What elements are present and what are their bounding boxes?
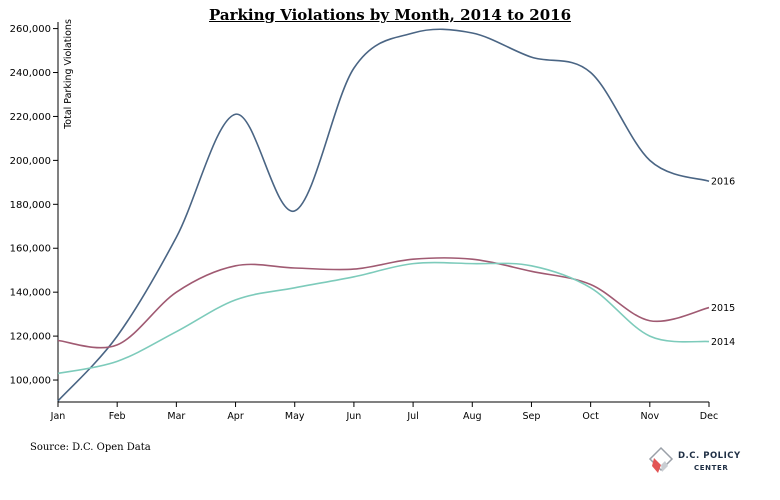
series-line-2016 [57, 28, 710, 402]
chart-title: Parking Violations by Month, 2014 to 201… [209, 6, 571, 24]
y-tick-label: 180,000 [10, 200, 51, 211]
x-tick-label: Nov [641, 411, 660, 422]
x-tick-label: Dec [700, 411, 718, 422]
y-axis-label: Total Parking Violations [63, 19, 74, 130]
x-tick-label: Jan [50, 411, 66, 422]
x-tick-label: Jun [345, 411, 361, 422]
y-tick-label: 160,000 [10, 244, 51, 255]
series-label-2016: 2016 [711, 177, 735, 188]
y-tick-label: 220,000 [10, 112, 51, 123]
series-line-2014 [57, 261, 710, 375]
x-tick-label: Oct [582, 411, 599, 422]
y-tick-label: 240,000 [10, 68, 51, 79]
y-tick-label: 100,000 [10, 376, 51, 387]
x-tick-label: Aug [463, 411, 482, 422]
y-tick-label: 200,000 [10, 156, 51, 167]
logo-text-line1: D.C. POLICY [678, 451, 741, 461]
x-tick-label: Mar [167, 411, 185, 422]
y-tick-label: 120,000 [10, 332, 51, 343]
x-tick-label: Jul [406, 411, 418, 422]
x-tick-label: Feb [109, 411, 126, 422]
y-tick-label: 140,000 [10, 288, 51, 299]
source-note: Source: D.C. Open Data [30, 442, 151, 453]
series-label-2015: 2015 [711, 303, 735, 314]
logo-text-line2: CENTER [694, 464, 729, 472]
x-tick-label: Apr [227, 411, 244, 422]
dc-map-icon [648, 446, 674, 473]
series-label-2014: 2014 [711, 337, 735, 348]
x-tick-label: May [285, 411, 305, 422]
y-tick-label: 260,000 [10, 24, 51, 35]
series-line-2015 [57, 257, 710, 349]
dc-policy-center-logo: D.C. POLICY CENTER [648, 446, 758, 482]
x-tick-label: Sep [523, 411, 541, 422]
